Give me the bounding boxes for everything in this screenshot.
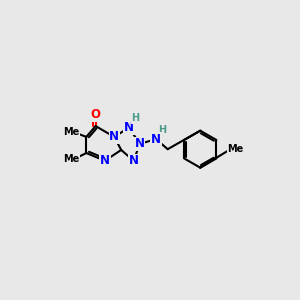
Text: N: N	[109, 130, 119, 143]
Text: N: N	[124, 121, 134, 134]
Text: N: N	[129, 154, 139, 167]
Text: Me: Me	[227, 144, 243, 154]
Text: N: N	[135, 137, 145, 150]
Text: Me: Me	[64, 154, 80, 164]
Text: H: H	[131, 113, 139, 123]
Text: Me: Me	[64, 127, 80, 137]
Text: N: N	[151, 133, 161, 146]
Text: O: O	[91, 108, 100, 121]
Text: N: N	[100, 154, 110, 167]
Text: H: H	[158, 125, 166, 135]
